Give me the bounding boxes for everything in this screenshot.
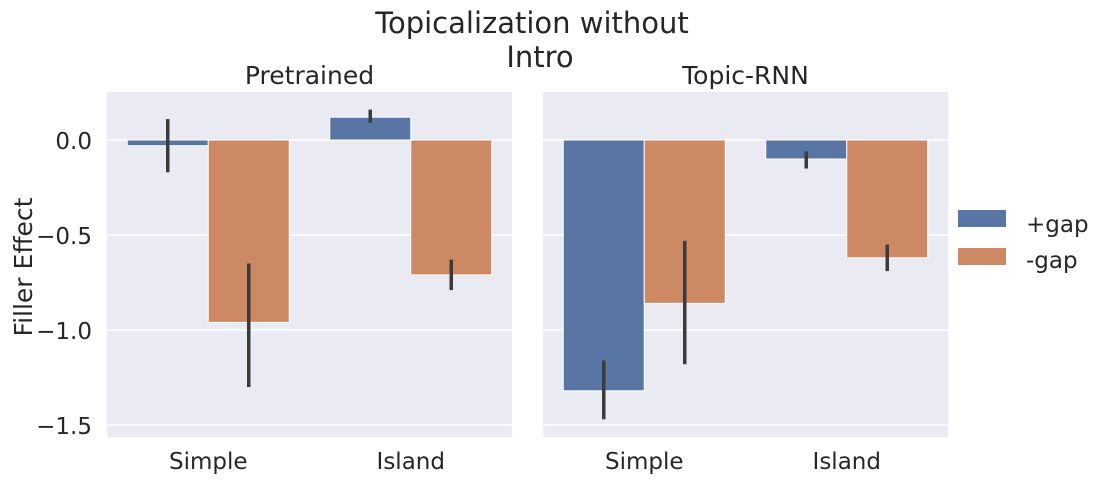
legend-label-plus-gap: +gap [1026,212,1089,238]
legend-label-minus-gap: -gap [1026,248,1078,274]
y-tick-label: −1.5 [36,414,92,440]
x-tick-label: Simple [169,449,248,475]
panel-title: Pretrained [245,61,374,90]
bar-minus-gap [410,139,493,276]
bar-minus-gap [846,139,929,259]
y-axis-label: Filler Effect [9,197,38,336]
legend-swatch-plus-gap [958,210,1006,227]
x-tick-label: Simple [605,449,684,475]
figure-title-line1: Topicalization without [374,6,689,40]
legend: +gap -gap [958,210,1089,274]
bar-plus-gap [562,139,645,392]
x-tick-label: Island [377,449,445,475]
y-tick-label: −0.5 [36,224,92,250]
panel-1: Pretrained 0.0 −0.5 −1.0 −1.5 Simple Island [36,61,512,475]
panel-title: Topic-RNN [681,61,809,90]
y-tick-label: 0.0 [55,129,92,155]
legend-swatch-minus-gap [958,248,1006,265]
y-tick-label: −1.0 [36,319,92,345]
x-tick-label: Island [813,449,881,475]
panel-2: Topic-RNN Simple Island [543,61,948,475]
figure-title-line2: Intro [506,40,573,74]
